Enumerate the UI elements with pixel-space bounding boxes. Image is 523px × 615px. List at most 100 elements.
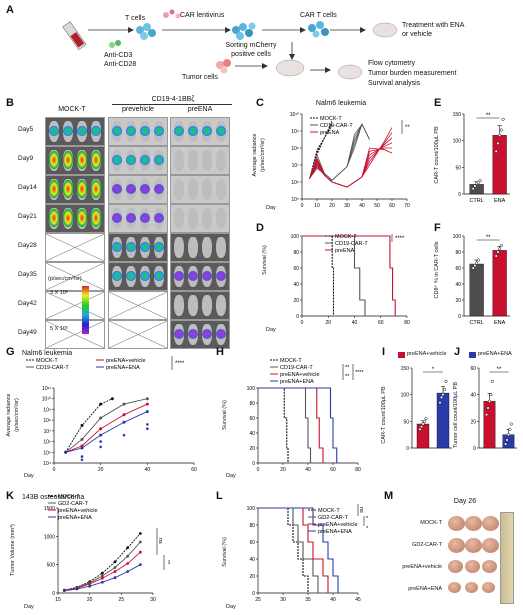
anti-cd28-text: Anti-CD28 bbox=[104, 61, 137, 68]
legend-entry: preENA bbox=[320, 130, 340, 136]
significance: ** bbox=[405, 125, 410, 131]
legend-entry: preENA+vehicle bbox=[280, 372, 320, 378]
series-point bbox=[99, 416, 103, 420]
bli-signal bbox=[140, 126, 150, 136]
tumor-specimen bbox=[465, 516, 482, 531]
panel-i-label: I bbox=[382, 346, 386, 358]
bli-image bbox=[45, 204, 105, 233]
mouse-shape bbox=[216, 237, 226, 258]
mock-t-curve bbox=[258, 387, 289, 463]
x-tick-label: 20 bbox=[98, 467, 104, 473]
series-point bbox=[113, 566, 117, 569]
panel-e-label: E bbox=[434, 97, 442, 109]
tumor-row-label: preENA+vehicle bbox=[402, 564, 442, 570]
data-point bbox=[486, 406, 490, 410]
mouse-shape bbox=[202, 237, 212, 258]
mouse-shape bbox=[216, 295, 226, 316]
y-tick-label: 80 bbox=[249, 401, 255, 407]
bli-signal bbox=[202, 329, 212, 339]
panel-g-xlabel: Day bbox=[24, 473, 34, 479]
mouse-shape bbox=[202, 295, 212, 316]
preena-vehicle-curve bbox=[258, 387, 324, 463]
legend-entry: MOCK-T bbox=[58, 494, 80, 500]
data-point bbox=[422, 419, 427, 423]
legend-entry: GD2-CAR-T bbox=[58, 501, 89, 507]
y-tick-label: 0 bbox=[52, 591, 55, 597]
y-tick-label: 0 bbox=[252, 591, 255, 597]
data-point bbox=[442, 387, 447, 391]
legend-entry: MOCK-T bbox=[320, 116, 342, 122]
tumor-specimen bbox=[482, 516, 499, 531]
series-point bbox=[145, 410, 149, 414]
y-tick-label: 10⁶ bbox=[291, 180, 299, 186]
series-point bbox=[122, 402, 126, 406]
y-tick-label: 10¹⁰ bbox=[290, 112, 299, 118]
significance: ** bbox=[486, 235, 491, 241]
series-point bbox=[145, 402, 149, 406]
bli-signal bbox=[77, 151, 87, 169]
mouse-shape bbox=[174, 295, 184, 316]
x-tick-label: 0 bbox=[301, 320, 304, 326]
data-point bbox=[489, 393, 493, 397]
data-point bbox=[419, 425, 424, 429]
y-tick-label: 10⁷ bbox=[292, 163, 300, 169]
bar bbox=[502, 434, 515, 449]
panel-f-label: F bbox=[434, 222, 441, 234]
data-point bbox=[499, 128, 503, 132]
bli-signal bbox=[63, 151, 73, 169]
y-tick-label: 0 bbox=[406, 446, 409, 452]
data-point bbox=[485, 413, 489, 417]
scatter-point bbox=[80, 458, 84, 462]
x-tick-label: 20 bbox=[325, 320, 331, 326]
legend-entry: preENA+vehicle bbox=[58, 508, 98, 514]
bli-image bbox=[170, 291, 230, 320]
tumor-row-label: GD2-CAR-T bbox=[412, 542, 442, 548]
data-point bbox=[475, 261, 479, 265]
y-tick-label: 0 bbox=[458, 314, 461, 320]
y-tick-label: 100 bbox=[247, 506, 256, 512]
y-tick-label: 1500 bbox=[44, 506, 55, 512]
series-point bbox=[88, 584, 92, 588]
y-tick-label: 1000 bbox=[44, 534, 55, 540]
bli-signal bbox=[63, 126, 73, 136]
data-point bbox=[421, 422, 425, 426]
x-tick-label: 30 bbox=[280, 597, 286, 603]
data-point bbox=[498, 133, 502, 137]
panel-m-label: M bbox=[384, 490, 394, 502]
bli-signal bbox=[126, 271, 136, 281]
legend-entry: preENA+ENA bbox=[280, 379, 314, 385]
x-tick-label: 30 bbox=[150, 597, 156, 603]
data-point bbox=[439, 395, 444, 399]
bli-signal bbox=[77, 126, 87, 136]
x-tick-label: 20 bbox=[280, 467, 286, 473]
panel-a-label: A bbox=[6, 4, 14, 16]
car-t-cells-text: CAR T cells bbox=[300, 12, 337, 19]
series-point bbox=[126, 546, 130, 550]
series-point bbox=[113, 570, 117, 573]
category-label: ENA bbox=[494, 320, 506, 326]
col-prevehicle: prevehicle bbox=[122, 106, 154, 113]
bli-signal bbox=[126, 213, 136, 223]
x-tick-label: 40 bbox=[352, 320, 358, 326]
significance: ** bbox=[345, 374, 350, 380]
tumor-specimen bbox=[448, 560, 463, 573]
panel-i-ylabel: CAR-T count/100μL PB bbox=[381, 386, 387, 444]
bli-image bbox=[170, 233, 230, 262]
empty-cross bbox=[46, 234, 104, 261]
sorting-text: Sorting mCherry bbox=[225, 42, 277, 49]
data-point bbox=[438, 401, 442, 405]
y-tick-label: 40 bbox=[455, 282, 461, 288]
bli-signal bbox=[112, 184, 122, 194]
y-tick-label: 20 bbox=[455, 298, 461, 304]
legend-entry: CD19-CAR-T bbox=[335, 241, 368, 247]
bli-signal bbox=[63, 180, 73, 198]
category-label: ENA bbox=[494, 198, 506, 204]
panel-j-ylabel: Tumor cell count/100μL PB bbox=[453, 381, 459, 449]
y-tick-label: 0 bbox=[458, 192, 461, 198]
mouse-shape bbox=[174, 208, 184, 229]
series-point bbox=[80, 444, 84, 448]
data-point bbox=[444, 379, 448, 383]
mock-t-series bbox=[65, 398, 113, 453]
